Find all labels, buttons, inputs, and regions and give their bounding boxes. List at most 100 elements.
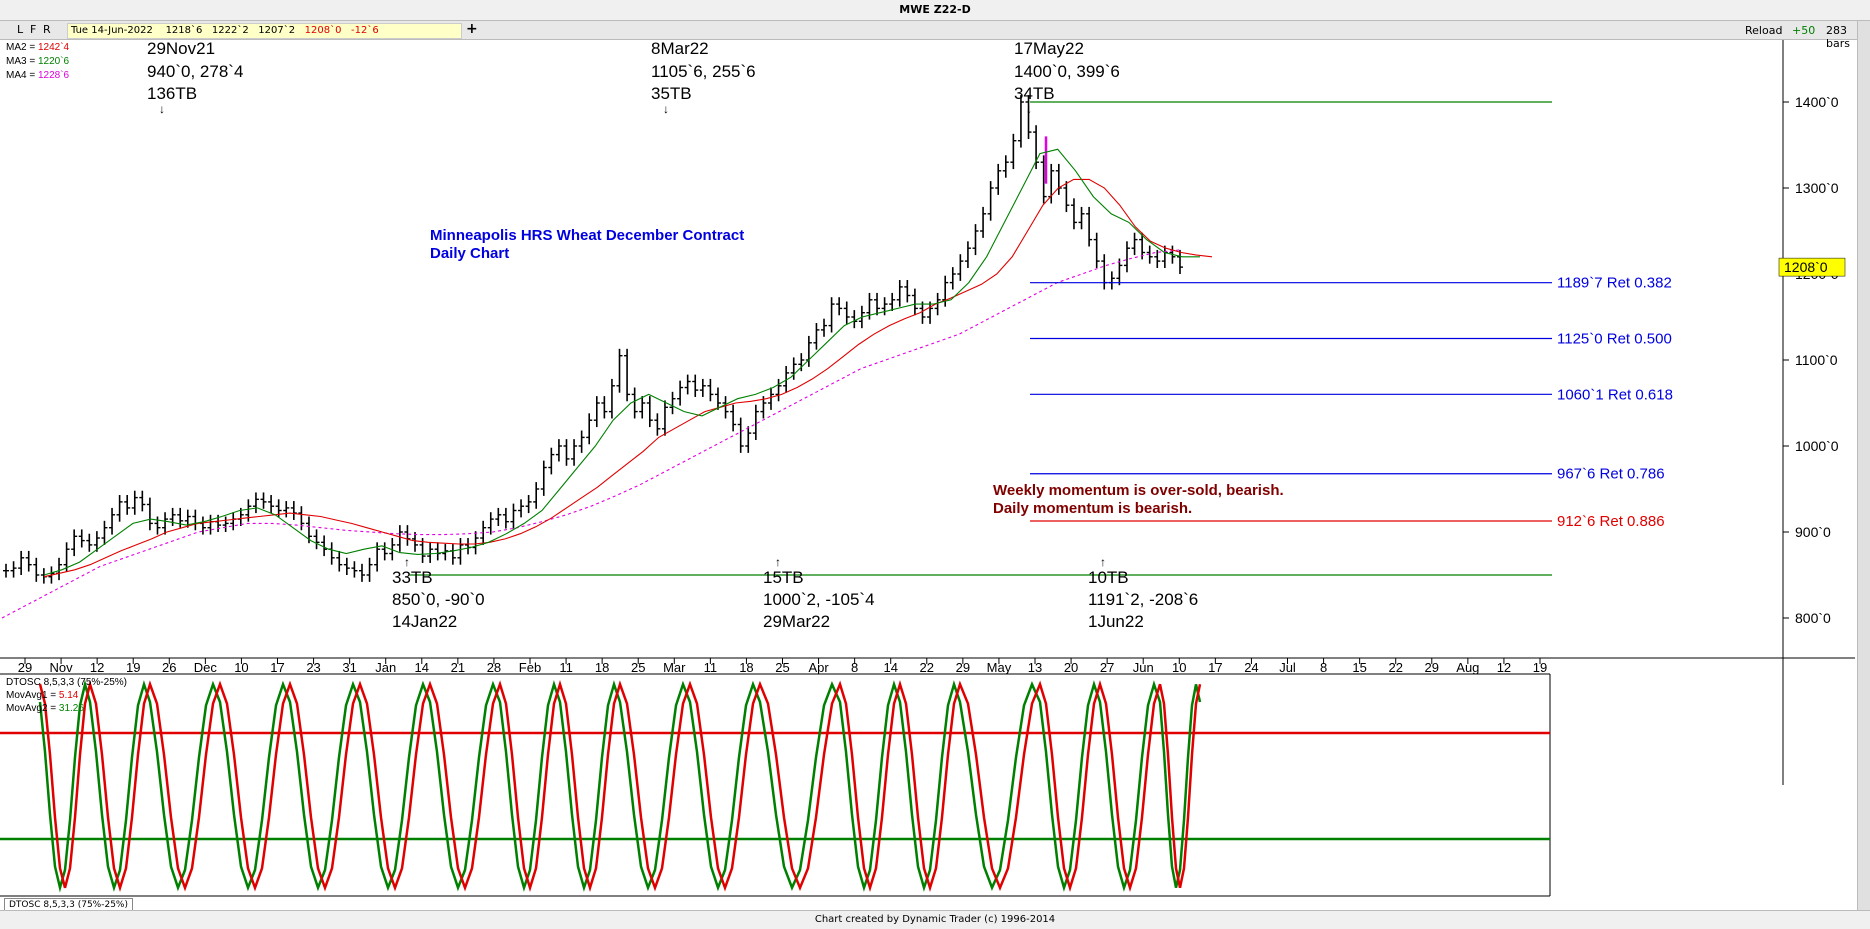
price-chart: 1189`7 Ret 0.382 1125`0 Ret 0.500 1060`1 R… xyxy=(0,40,1855,897)
price-bar xyxy=(563,439,570,466)
svg-text:940`0, 278`4: 940`0, 278`4 xyxy=(147,62,243,81)
x-tick-label: 10 xyxy=(1172,660,1186,675)
x-tick-label: Dec xyxy=(194,660,218,675)
price-bar xyxy=(957,254,964,281)
x-tick-label: 25 xyxy=(775,660,789,675)
x-tick-label: 18 xyxy=(595,660,609,675)
svg-text:1105`6, 255`6: 1105`6, 255`6 xyxy=(651,62,756,81)
price-bar xyxy=(874,292,881,316)
osc-mov2: MovAvg2 = 31.26 xyxy=(6,703,84,714)
price-bar xyxy=(366,557,373,582)
reload-button[interactable]: Reload xyxy=(1745,24,1783,37)
retracement-label: 1060`1 Ret 0.618 xyxy=(1557,386,1673,403)
svg-text:8Mar22: 8Mar22 xyxy=(651,40,709,58)
price-bar xyxy=(889,292,896,311)
x-tick-label: 19 xyxy=(126,660,140,675)
bottom-annotation-2: ↑ 15TB 1000`2, -105`4 29Mar22 xyxy=(763,555,875,631)
horizontal-lines: 1189`7 Ret 0.382 1125`0 Ret 0.500 1060`1 R… xyxy=(410,101,1673,576)
price-bar xyxy=(934,292,941,316)
price-bar xyxy=(162,512,169,535)
x-tick-label: 29 xyxy=(956,660,970,675)
price-bars xyxy=(3,95,1183,584)
price-bar xyxy=(10,561,17,578)
ma3-value: 1220`6 xyxy=(38,55,70,67)
price-bar xyxy=(1093,232,1100,268)
price-bar xyxy=(813,323,820,350)
price-panel xyxy=(0,40,1783,658)
vertical-scrollbar[interactable] xyxy=(1857,21,1870,911)
ma2-legend: MA2 = 1242`4 xyxy=(6,41,70,53)
price-bar xyxy=(1086,206,1093,247)
l-button[interactable]: L xyxy=(17,23,24,36)
x-tick-label: 17 xyxy=(1208,660,1222,675)
osc-mov2-line xyxy=(38,679,1202,893)
r-button[interactable]: R xyxy=(43,23,51,36)
price-bar xyxy=(949,267,956,290)
x-tick-label: 10 xyxy=(234,660,248,675)
price-bar xyxy=(1131,232,1138,256)
zoom-level[interactable]: +50 xyxy=(1792,24,1816,37)
price-bar xyxy=(601,396,608,419)
x-tick-label: 26 xyxy=(162,660,176,675)
x-tick-label: 14 xyxy=(415,660,429,675)
price-bar xyxy=(396,525,403,552)
time-axis: 29 Nov 12 19 26 Dec 10 17 23 31 Jan 14 21 28 Feb 11 18 25… xyxy=(18,658,1547,675)
x-tick-label: 8 xyxy=(851,660,858,675)
chart-title: Minneapolis HRS Wheat December Contract xyxy=(430,227,744,244)
price-bar xyxy=(533,482,540,509)
price-bar xyxy=(146,497,153,531)
x-tick-label: Mar xyxy=(663,660,686,675)
price-bar xyxy=(487,512,494,535)
x-tick-label: 18 xyxy=(739,660,753,675)
bar-count: 283 bars xyxy=(1826,24,1850,50)
price-bar xyxy=(896,280,903,307)
price-bar xyxy=(502,507,509,529)
svg-text:14Jan22: 14Jan22 xyxy=(392,612,457,631)
price-bar xyxy=(222,516,229,532)
svg-text:↓: ↓ xyxy=(1026,102,1032,116)
svg-text:33TB: 33TB xyxy=(392,568,433,587)
price-bar xyxy=(540,460,547,496)
retracement-label: 1189`7 Ret 0.382 xyxy=(1557,275,1672,292)
y-tick-label: 1300`0 xyxy=(1795,180,1839,196)
price-bar xyxy=(78,529,85,548)
price-bar xyxy=(358,563,365,582)
y-tick-label: 1100`0 xyxy=(1795,352,1838,368)
window-title: MWE Z22-D xyxy=(899,3,971,16)
x-tick-label: 31 xyxy=(342,660,356,675)
svg-text:17May22: 17May22 xyxy=(1014,40,1084,58)
x-tick-label: 28 xyxy=(487,660,501,675)
oscillator-panel xyxy=(0,679,1550,893)
x-tick-label: Apr xyxy=(808,660,829,675)
price-bar xyxy=(1139,232,1146,260)
ma4-line xyxy=(1,249,1181,619)
price-bar xyxy=(578,430,585,453)
ma4-value: 1228`6 xyxy=(38,69,70,81)
price-bar xyxy=(828,297,835,333)
price-bar xyxy=(1177,249,1183,274)
moving-averages xyxy=(1,148,1213,619)
f-button[interactable]: F xyxy=(30,23,37,36)
x-tick-label: 23 xyxy=(306,660,320,675)
svg-text:↑: ↑ xyxy=(775,555,781,569)
quote-high: 1222`2 xyxy=(211,25,249,36)
svg-text:1191`2, -208`6: 1191`2, -208`6 xyxy=(1088,590,1198,609)
price-bar xyxy=(412,532,419,552)
price-bar xyxy=(964,241,971,268)
svg-text:34TB: 34TB xyxy=(1014,84,1055,103)
quote-field: Tue 14-Jun-2022 1218`6 1222`2 1207`2 120… xyxy=(67,23,462,39)
ma2-value: 1242`4 xyxy=(38,41,70,53)
add-button[interactable]: + xyxy=(466,21,478,37)
price-bar xyxy=(851,310,858,329)
svg-text:29Nov21: 29Nov21 xyxy=(147,40,215,58)
x-tick-label: 21 xyxy=(451,660,465,675)
price-bar xyxy=(760,396,767,419)
price-bar xyxy=(116,495,123,522)
title-bar: MWE Z22-D xyxy=(0,0,1870,21)
quote-open: 1218`6 xyxy=(165,25,203,36)
price-bar xyxy=(321,535,328,557)
price-bar xyxy=(722,396,729,419)
price-bar xyxy=(836,297,843,316)
x-tick-label: 17 xyxy=(270,660,284,675)
price-bar xyxy=(593,396,600,428)
